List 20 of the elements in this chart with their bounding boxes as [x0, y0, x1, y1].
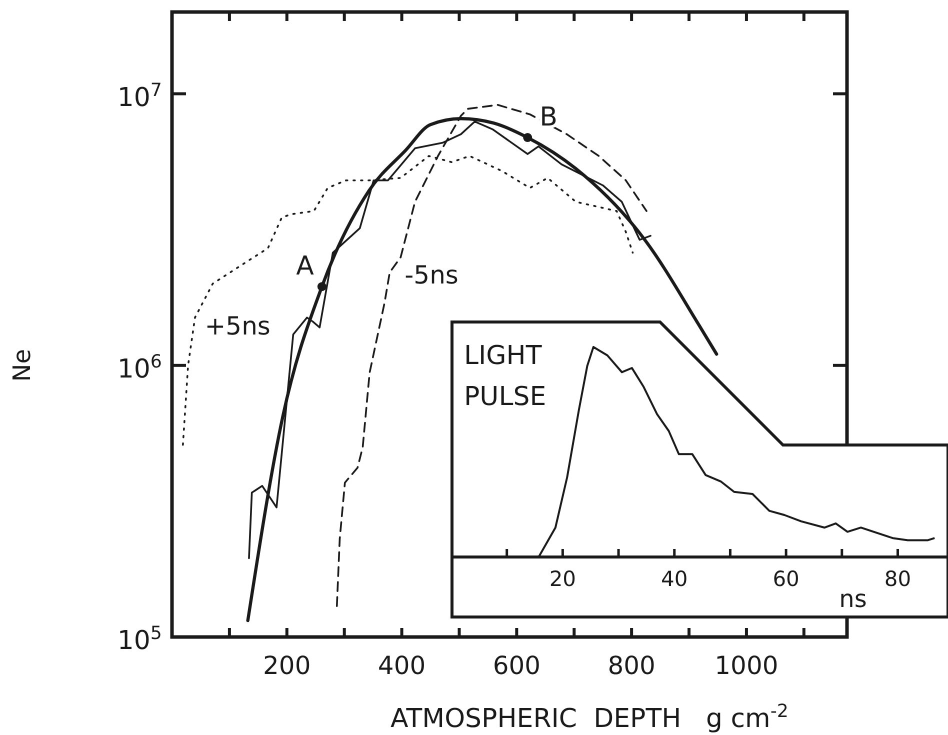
x-tick-label: 400	[378, 651, 426, 680]
series-label: +5ns	[204, 311, 270, 340]
x-axis-title: ATMOSPHERIC DEPTH g cm$^{-2}$	[390, 700, 789, 734]
x-tick-label: 40	[661, 567, 688, 591]
x-tick-label: 1000	[714, 651, 778, 680]
x-tick-label: 20	[549, 567, 576, 591]
x-tick-label: 800	[608, 651, 656, 680]
annotation: A	[296, 252, 314, 282]
y-tick-label: 10$^{6}$	[117, 350, 162, 384]
x-tick-label: 60	[772, 567, 800, 591]
y-tick-label: 10$^{7}$	[117, 79, 162, 113]
y-axis-title: Ne	[8, 349, 36, 382]
y-tick-label: 10$^{5}$	[117, 622, 162, 656]
text: LIGHT PULSE	[464, 341, 546, 412]
x-tick-label: 600	[492, 651, 541, 680]
series-label: -5ns	[404, 260, 458, 290]
x-tick-label: 200	[263, 651, 311, 680]
annotation: B	[540, 102, 558, 133]
x-tick-label: 80	[884, 567, 912, 591]
x-axis-title: ns	[839, 585, 867, 613]
